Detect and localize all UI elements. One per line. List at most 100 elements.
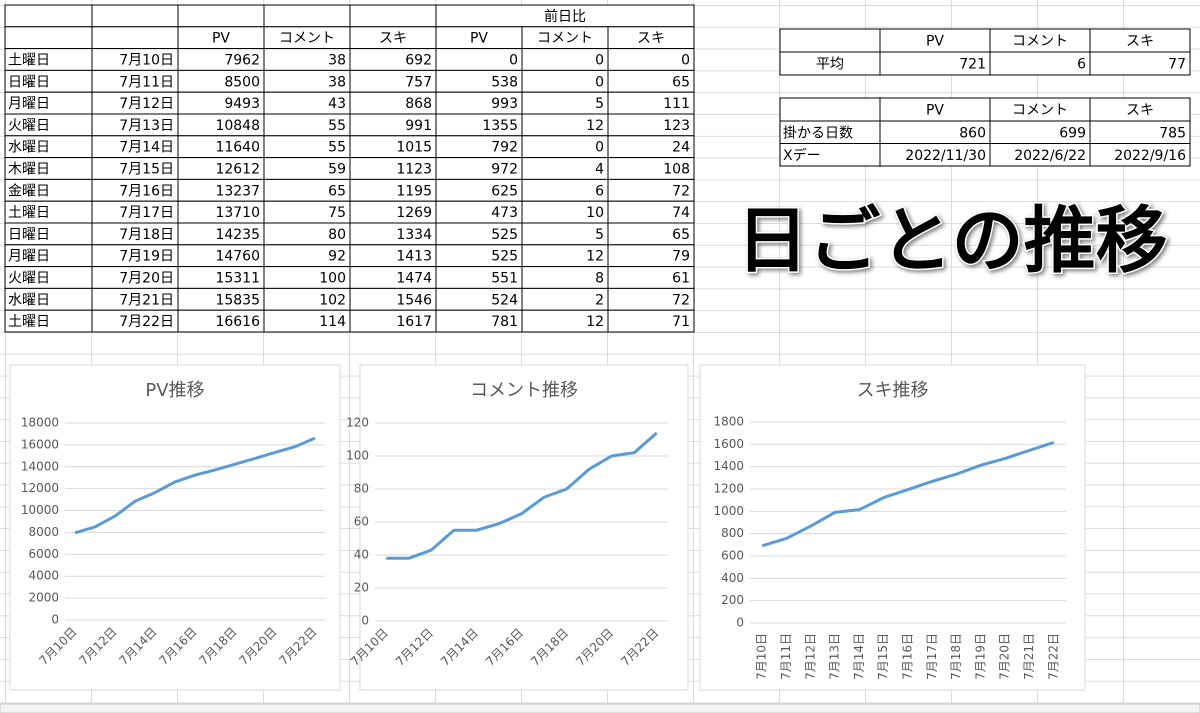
cell-text: 100 (319, 271, 346, 287)
cell-text: 80 (328, 227, 346, 243)
line (761, 441, 1055, 548)
cell-text: 74 (672, 205, 690, 221)
cell-text: 火曜日 (8, 118, 50, 134)
cell-text: 7月11日 (119, 74, 174, 90)
cell-text: 2 (595, 292, 604, 308)
cell (349, 4, 437, 28)
cell-text: 10848 (215, 118, 260, 134)
y-tick-label: 0 (51, 613, 59, 627)
cell-text: 38 (328, 53, 346, 69)
y-tick-label: 1800 (713, 415, 744, 429)
cell-text: 77 (1168, 57, 1186, 73)
line (386, 431, 658, 560)
cell-text: 972 (491, 162, 518, 178)
x-tick-label: 7月17日 (925, 633, 939, 680)
cell-text: 61 (672, 271, 690, 287)
cell-text: 24 (672, 140, 690, 156)
cell-text: コメント (537, 31, 593, 47)
cell (1089, 51, 1191, 76)
cell-text: 14235 (215, 227, 260, 243)
cell-text: 699 (1059, 125, 1086, 141)
cell-text: 12612 (215, 162, 260, 178)
cell-text: 625 (491, 183, 518, 199)
y-tick-label: 1600 (713, 437, 744, 451)
chart-area (699, 364, 1086, 691)
cell-text: 55 (328, 140, 346, 156)
sheet-tab-bar (0, 703, 1200, 713)
x-tick-label: 7月10日 (755, 633, 769, 680)
cell (1089, 143, 1191, 167)
y-tick-label: 40 (354, 548, 369, 562)
cell-text: 525 (491, 227, 518, 243)
cell (989, 51, 1091, 76)
cell-text: 土曜日 (8, 205, 50, 221)
heading: 日ごとの推移 (736, 199, 1167, 283)
cell-text: 1546 (396, 292, 432, 308)
x-tick-label: 7月14日 (852, 633, 866, 680)
cell-text: 75 (328, 205, 346, 221)
cell-text: コメント (279, 31, 335, 47)
x-tick-label: 7月13日 (828, 633, 842, 680)
cell-text: 65 (672, 74, 690, 90)
cell-text: 10 (586, 205, 604, 221)
y-tick-label: 10000 (21, 503, 59, 517)
y-tick-label: 100 (346, 449, 369, 463)
cell-text: 1015 (396, 140, 432, 156)
cell-text: スキ (1126, 103, 1154, 119)
y-tick-label: 600 (721, 549, 744, 563)
cell-text: PV (926, 34, 944, 50)
cell (91, 4, 179, 28)
cell-text: 12 (586, 118, 604, 134)
y-tick-label: 400 (721, 571, 744, 585)
x-tick-label: 7月21日 (1022, 633, 1036, 680)
x-tick-label: 7月20日 (998, 633, 1012, 680)
cell-text: 0 (595, 140, 604, 156)
cell-text: Xデー (783, 147, 821, 164)
cell-text: 15311 (215, 271, 260, 287)
cell-text: 6 (595, 183, 604, 199)
y-tick-label: 200 (721, 593, 744, 607)
cell-text: 1123 (396, 162, 432, 178)
chart-title: スキ推移 (857, 380, 929, 401)
cell-text: 7月21日 (119, 292, 174, 308)
cell-text: 65 (672, 227, 690, 243)
line (74, 436, 316, 535)
cell-text: 781 (491, 314, 518, 330)
cell-text: 1195 (396, 183, 432, 199)
y-tick-label: 60 (354, 515, 369, 529)
y-tick-label: 0 (361, 614, 369, 628)
cell-text: スキ (1126, 34, 1154, 50)
chart-area (359, 364, 689, 691)
x-tick-label: 7月12日 (803, 633, 817, 680)
cell-text: 785 (1159, 125, 1186, 141)
y-tick-label: 4000 (28, 569, 59, 583)
cell-text: 16616 (215, 314, 260, 330)
cell-text: 757 (405, 74, 432, 90)
y-tick-label: 16000 (21, 437, 59, 451)
cell-text: 2022/9/16 (1114, 148, 1186, 164)
cell-text: 6 (1077, 57, 1086, 73)
cell-text: 721 (959, 57, 986, 73)
cell-text: 868 (405, 96, 432, 112)
cell (4, 26, 93, 50)
chart-title: コメント推移 (470, 380, 578, 401)
x-tick-label: 7月18日 (949, 633, 963, 680)
cell-text: 土曜日 (8, 314, 50, 330)
x-tick-label: 7月11日 (779, 633, 793, 680)
cell-text: 43 (328, 96, 346, 112)
y-tick-label: 8000 (28, 525, 59, 539)
chart-title: PV推移 (145, 380, 204, 401)
cell (607, 309, 695, 333)
cell-text: PV (470, 31, 488, 47)
cell-text: 38 (328, 74, 346, 90)
cell (4, 4, 93, 28)
cell-text: 7月19日 (119, 249, 174, 265)
cell-text: 5 (595, 96, 604, 112)
y-tick-label: 800 (721, 526, 744, 540)
cell-text: 土曜日 (8, 53, 50, 69)
cell (177, 4, 265, 28)
cell-text: 1334 (396, 227, 432, 243)
cell-text: 0 (595, 74, 604, 90)
x-tick-label: 7月16日 (901, 633, 915, 680)
cell-text: 11640 (215, 140, 260, 156)
